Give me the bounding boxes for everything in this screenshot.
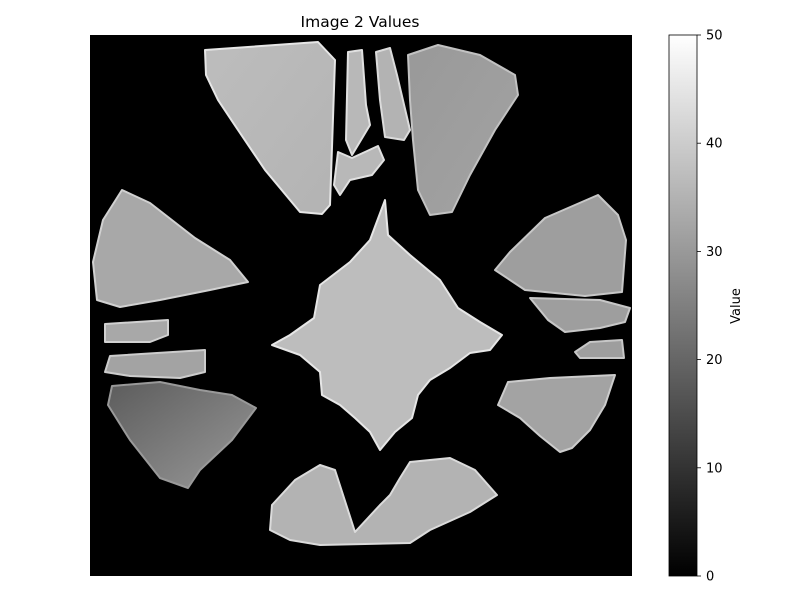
region-right-upper-wedge — [494, 194, 627, 297]
region-top-left-wedge — [204, 41, 336, 215]
colorbar-gradient — [668, 34, 698, 577]
region-left-upper-wedge — [92, 189, 249, 308]
plot-area — [90, 35, 632, 576]
colorbar: 0 10 20 30 40 50 Value — [668, 29, 744, 585]
region-top-center-strip-1 — [345, 49, 371, 156]
region-top-right-wedge — [407, 44, 519, 216]
region-right-bar-2 — [574, 339, 625, 359]
region-right-bar-1 — [529, 297, 631, 333]
region-right-lower-wedge — [497, 374, 616, 453]
colorbar-tick-label: 40 — [706, 137, 723, 152]
region-top-center-strip-2 — [375, 47, 411, 141]
colorbar-tick-label: 10 — [706, 461, 723, 476]
colorbar-tick-label: 0 — [706, 570, 714, 585]
region-top-center-strip-3 — [333, 145, 385, 196]
region-left-lower-wedge — [107, 381, 257, 489]
colorbar-tick-label: 50 — [706, 29, 723, 44]
colorbar-tick-label: 20 — [706, 353, 723, 368]
region-bottom-wedge — [269, 457, 498, 546]
chart-title: Image 2 Values — [301, 13, 420, 31]
region-left-bar-1 — [104, 319, 169, 343]
colorbar-tick-label: 30 — [706, 245, 723, 260]
colorbar-label: Value — [729, 288, 744, 324]
region-left-bar-2 — [104, 349, 206, 379]
region-center-star — [271, 199, 503, 451]
